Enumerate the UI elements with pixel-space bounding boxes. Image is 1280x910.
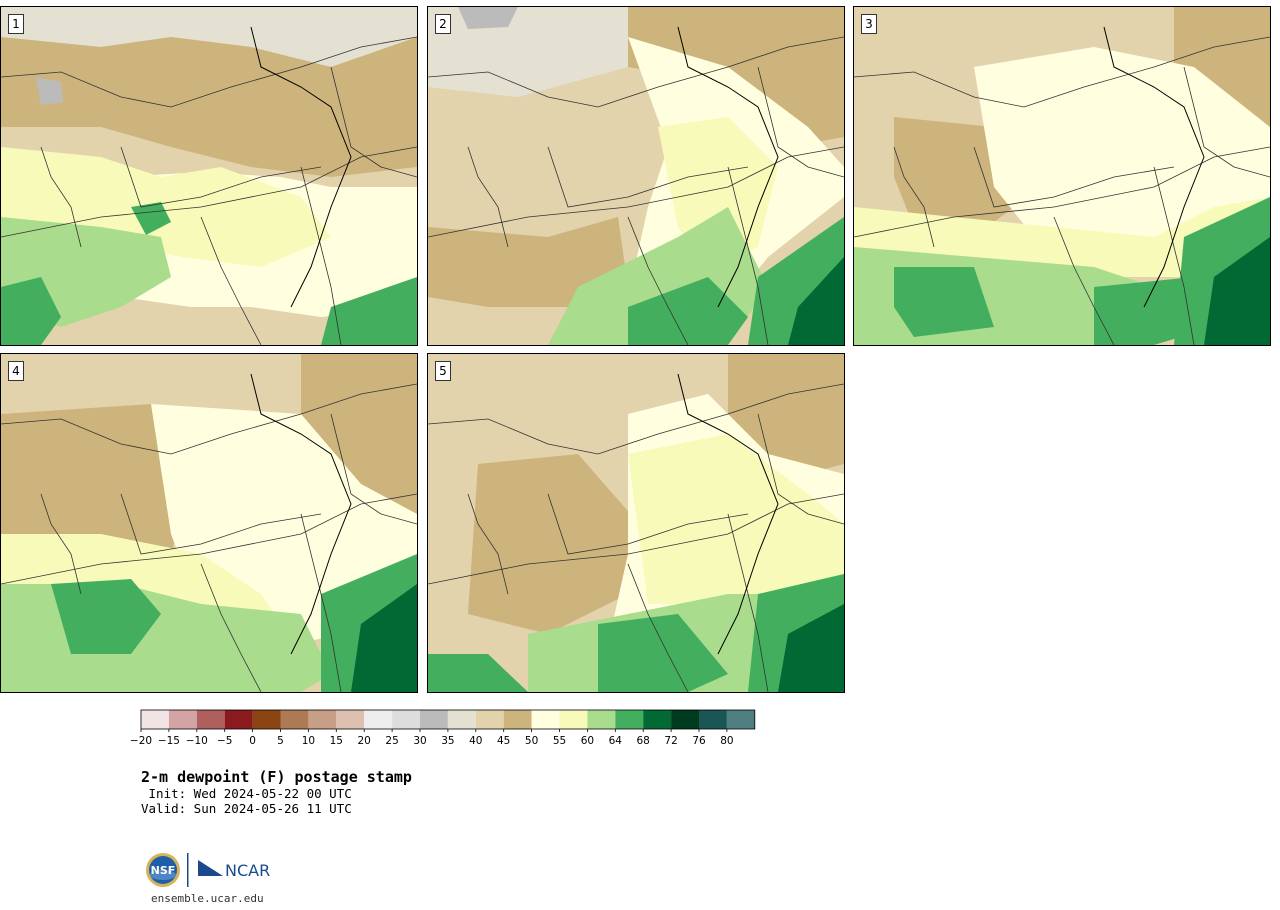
dewpoint-map xyxy=(854,7,1270,345)
ncar-text: NCAR xyxy=(225,861,270,880)
panel-number: 3 xyxy=(861,14,877,34)
colorbar-swatch xyxy=(447,710,476,729)
colorbar-tick-label: −15 xyxy=(158,735,180,747)
colorbar-swatch xyxy=(726,710,755,729)
map-panel: 5 xyxy=(427,353,845,693)
colorbar-swatch xyxy=(224,710,253,729)
map-panel: 4 xyxy=(0,353,418,693)
panel-number: 4 xyxy=(8,361,24,381)
dewpoint-map xyxy=(428,7,844,345)
colorbar-tick-label: 60 xyxy=(581,735,594,747)
colorbar-swatch xyxy=(420,710,448,729)
colorbar-swatch xyxy=(168,710,197,729)
colorbar-tick-label: 35 xyxy=(441,735,454,747)
colorbar-tick-label: 20 xyxy=(358,735,371,747)
colorbar-swatch xyxy=(559,710,588,729)
dewpoint-map xyxy=(1,7,417,345)
panel-number: 2 xyxy=(435,14,451,34)
colorbar-swatch xyxy=(615,710,644,729)
panel-number: 1 xyxy=(8,14,24,34)
colorbar-tick-label: 80 xyxy=(720,735,733,747)
ncar-logo-icon xyxy=(198,860,223,876)
map-panel: 3 xyxy=(853,6,1271,346)
colorbar-tick-label: −10 xyxy=(186,735,208,747)
map-panel: 2 xyxy=(427,6,845,346)
colorbar-swatch xyxy=(196,710,225,729)
chart-title: 2-m dewpoint (F) postage stamp xyxy=(141,768,412,786)
colorbar-tick-label: −5 xyxy=(217,735,232,747)
colorbar-swatch xyxy=(280,710,309,729)
dewpoint-colorbar: −20 −15 −10 −5 0 5 10 15 20 25 30 35 40 45 50 55 60 64 68 7… xyxy=(130,709,756,747)
colorbar-swatch xyxy=(141,710,169,729)
colorbar-swatch xyxy=(475,710,504,729)
colorbar-tick-label: 68 xyxy=(637,735,650,747)
colorbar-swatch xyxy=(503,710,532,729)
colorbar-swatch xyxy=(252,710,281,729)
colorbar-tick-label: 30 xyxy=(413,735,426,747)
colorbar-tick-label: 64 xyxy=(609,735,623,747)
panel-number: 5 xyxy=(435,361,451,381)
valid-time: Valid: Sun 2024-05-26 11 UTC xyxy=(141,801,352,816)
map-panel: 1 xyxy=(0,6,418,346)
colorbar-tick-label: 5 xyxy=(277,735,284,747)
site-url: ensemble.ucar.edu xyxy=(151,892,264,905)
dewpoint-map xyxy=(1,354,417,692)
nsf-text: NSF xyxy=(151,864,176,877)
colorbar-swatch xyxy=(364,710,393,729)
colorbar-tick-label: 45 xyxy=(497,735,510,747)
init-time: Init: Wed 2024-05-22 00 UTC xyxy=(141,786,352,801)
colorbar-tick-label: 15 xyxy=(330,735,343,747)
colorbar-tick-label: 50 xyxy=(525,735,538,747)
title-block: 2-m dewpoint (F) postage stamp Init: Wed… xyxy=(141,768,412,816)
colorbar-swatch xyxy=(336,710,365,729)
colorbar-tick-label: 40 xyxy=(469,735,482,747)
colorbar-swatch xyxy=(587,710,616,729)
colorbar-swatch xyxy=(531,710,560,729)
colorbar-tick-label: 76 xyxy=(692,735,706,747)
colorbar-tick-label: 55 xyxy=(553,735,566,747)
nsf-ncar-logo: NSF NCAR xyxy=(146,853,270,887)
colorbar-swatch xyxy=(392,710,420,729)
colorbar-tick-label: −20 xyxy=(130,735,152,747)
colorbar-tick-label: 10 xyxy=(302,735,315,747)
colorbar-tick-label: 72 xyxy=(664,735,677,747)
colorbar-tick-label: 25 xyxy=(385,735,398,747)
colorbar-swatch xyxy=(643,710,672,729)
colorbar-tick-label: 0 xyxy=(249,735,256,747)
colorbar-swatch xyxy=(699,710,727,729)
colorbar-swatch xyxy=(671,710,699,729)
dewpoint-map xyxy=(428,354,844,692)
colorbar-swatch xyxy=(308,710,337,729)
